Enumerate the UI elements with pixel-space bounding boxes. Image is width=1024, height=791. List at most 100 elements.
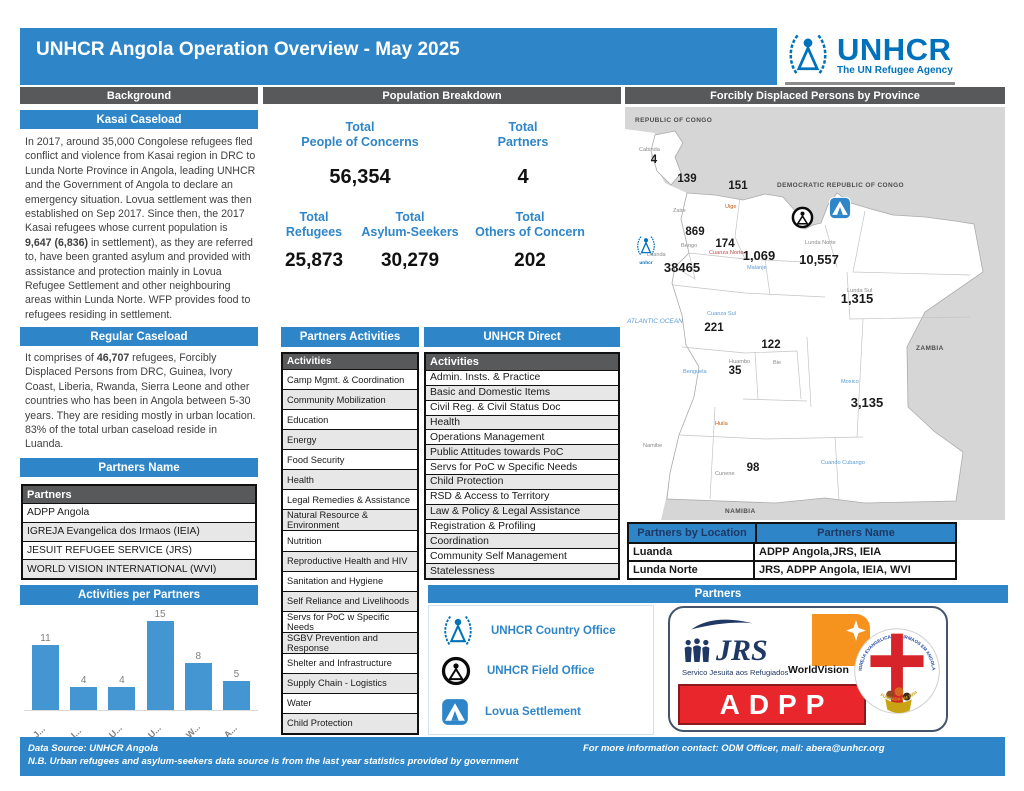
table-row: Coordination bbox=[426, 533, 618, 549]
location-row: Lunda Norte JRS, ADPP Angola, IEIA, WVI bbox=[629, 560, 955, 578]
map-province-label: Bie bbox=[773, 360, 781, 366]
bar-column: 4 bbox=[70, 675, 98, 711]
map-province-value: 38465 bbox=[664, 260, 700, 275]
map-cabinda bbox=[650, 130, 684, 186]
jrs-bird-icon bbox=[691, 619, 753, 630]
kasai-caseload-header: Kasai Caseload bbox=[20, 110, 258, 129]
table-row: Operations Management bbox=[426, 429, 618, 444]
map-province-value: 221 bbox=[704, 322, 724, 334]
world-vision-star-icon bbox=[846, 620, 866, 641]
bar-value-label: 4 bbox=[80, 675, 87, 686]
unhcr-logo: UNHCR The UN Refugee Agency bbox=[779, 28, 1005, 82]
bar-value-label: 5 bbox=[233, 669, 240, 680]
table-row: Shelter and Infrastructure bbox=[283, 652, 417, 673]
unhcr-direct-header: UNHCR Direct bbox=[424, 327, 620, 347]
unhcr-logo-icon bbox=[441, 614, 475, 648]
bar bbox=[184, 663, 212, 711]
bar-column: 4 bbox=[108, 675, 136, 711]
table-row: Reproductive Health and HIV bbox=[283, 550, 417, 571]
footer-data-source: Data Source: UNHCR Angola bbox=[28, 743, 159, 754]
adpp-logo: ADPP bbox=[678, 684, 866, 725]
table-row: Self Reliance and Livelihoods bbox=[283, 590, 417, 611]
table-row: Civil Reg. & Civil Status Doc bbox=[426, 399, 618, 415]
map-province-label: Cuanza Norte bbox=[709, 250, 744, 256]
bar-column: 11 bbox=[32, 633, 59, 711]
bar-column: 5 bbox=[222, 669, 250, 711]
logo-wordmark: UNHCR bbox=[837, 32, 952, 67]
jrs-logo: JRS Servico Jesuita aos Refugiados bbox=[682, 618, 814, 677]
map-region-label: DEMOCRATIC REPUBLIC OF CONGO bbox=[777, 182, 904, 189]
table-row: JESUIT REFUGEE SERVICE (JRS) bbox=[23, 540, 255, 560]
table-row: Energy bbox=[283, 429, 417, 450]
table-row: Sanitation and Hygiene bbox=[283, 570, 417, 591]
table-row: IGREJA Evangelica dos Irmaos (IEIA) bbox=[23, 521, 255, 541]
table-row: ADPP Angola bbox=[23, 503, 255, 522]
map-province-label: Luanda bbox=[647, 252, 667, 258]
bar-column: 15 bbox=[146, 609, 174, 711]
section-header-background: Background bbox=[20, 87, 258, 104]
activities-column-header: Activities bbox=[283, 354, 417, 369]
map-province-label: Huila bbox=[715, 421, 729, 427]
stat-total-people-of-concerns: Total People of Concerns 56,354 bbox=[280, 120, 440, 189]
bar bbox=[222, 681, 250, 711]
table-row: Servs for PoC w Specific Needs bbox=[426, 459, 618, 474]
activities-per-partners-chart: 11 4 4 15 8 5 J... I... U... U... W... A... bbox=[24, 608, 258, 740]
map-province-value: 139 bbox=[677, 173, 696, 185]
table-row: Law & Policy & Legal Assistance bbox=[426, 503, 618, 519]
map-province-label: Zaire bbox=[673, 208, 686, 214]
table-row: SGBV Prevention and Response bbox=[283, 631, 417, 653]
table-row: Education bbox=[283, 409, 417, 429]
logo-underline bbox=[785, 82, 955, 85]
table-row: Admin. Insts. & Practice bbox=[426, 370, 618, 385]
table-row: Servs for PoC w Specific Needs bbox=[283, 610, 417, 632]
svg-text:unhcr: unhcr bbox=[639, 260, 652, 266]
partners-table-column-header: Partners bbox=[23, 486, 255, 503]
stat-value: 30,279 bbox=[380, 250, 440, 271]
legend-item-lovua-settlement: Lovua Settlement bbox=[441, 698, 581, 726]
table-row: Supply Chain - Logistics bbox=[283, 672, 417, 693]
map-province-value: 174 bbox=[715, 238, 735, 250]
stat-total-partners: Total Partners 4 bbox=[443, 120, 603, 189]
map-province-label: Benguela bbox=[683, 369, 708, 375]
chart-bars: 11 4 4 15 8 5 bbox=[32, 609, 250, 711]
lovua-settlement-icon bbox=[441, 698, 469, 726]
table-row: Child Protection bbox=[283, 712, 417, 733]
table-row: Statelessness bbox=[426, 563, 618, 579]
population-breakdown: Total People of Concerns 56,354 Total Part… bbox=[263, 104, 621, 327]
footer-bar: Data Source: UNHCR Angola N.B. Urban ref… bbox=[20, 737, 1005, 776]
bar bbox=[32, 645, 59, 711]
stat-value: 4 bbox=[517, 166, 529, 188]
map-province-value: 122 bbox=[761, 339, 780, 351]
ieia-logo: IGREJA EVANGELICA DOS IRMAOS EM ANGOLA F… bbox=[854, 628, 940, 714]
page-title: UNHCR Angola Operation Overview - May 20… bbox=[36, 39, 460, 60]
section-header-map: Forcibly Displaced Persons by Province bbox=[625, 87, 1005, 104]
map-province-value: 35 bbox=[729, 365, 742, 377]
partners-name-header: Partners Name bbox=[20, 458, 258, 477]
ieia-figures bbox=[885, 687, 912, 714]
map-province-label: Cuanza Sul bbox=[707, 311, 736, 317]
table-row: Community Self Management bbox=[426, 548, 618, 563]
bar-value-label: 4 bbox=[119, 675, 125, 686]
stat-value: 25,873 bbox=[284, 250, 344, 271]
map-province-label: Malanje bbox=[747, 265, 767, 271]
map-ocean bbox=[625, 129, 699, 520]
stat-value: 202 bbox=[514, 250, 546, 271]
jrs-people-icon bbox=[682, 637, 712, 664]
table-row: Community Mobilization bbox=[283, 389, 417, 410]
unhcr-field-office-icon bbox=[441, 656, 471, 686]
map-labels-layer: REPUBLIC OF CONGO DEMOCRATIC REPUBLIC OF … bbox=[626, 117, 943, 515]
table-row: WORLD VISION INTERNATIONAL (WVI) bbox=[23, 559, 255, 578]
map-province-label: Cunene bbox=[715, 471, 735, 477]
map-province-label: Cabinda bbox=[639, 147, 661, 153]
map-province-label: Moxico bbox=[841, 379, 859, 385]
location-row: Luanda ADPP Angola,JRS, IEIA bbox=[629, 542, 955, 560]
map-province-value: 869 bbox=[685, 226, 704, 238]
legend-item-country-office: UNHCR Country Office bbox=[441, 614, 616, 648]
world-vision-wordmark: WorldVision bbox=[788, 664, 849, 676]
stat-total-asylum-seekers: Total Asylum-Seekers 30,279 bbox=[350, 210, 470, 272]
map-region-label: ATLANTIC OCEAN bbox=[626, 318, 683, 325]
map-province-label: Cuando Cubango bbox=[821, 460, 865, 466]
logo-tagline: The UN Refugee Agency bbox=[837, 65, 953, 76]
map-province-value: 1,069 bbox=[743, 248, 776, 263]
map-province-label: Lunda Norte bbox=[805, 240, 836, 246]
